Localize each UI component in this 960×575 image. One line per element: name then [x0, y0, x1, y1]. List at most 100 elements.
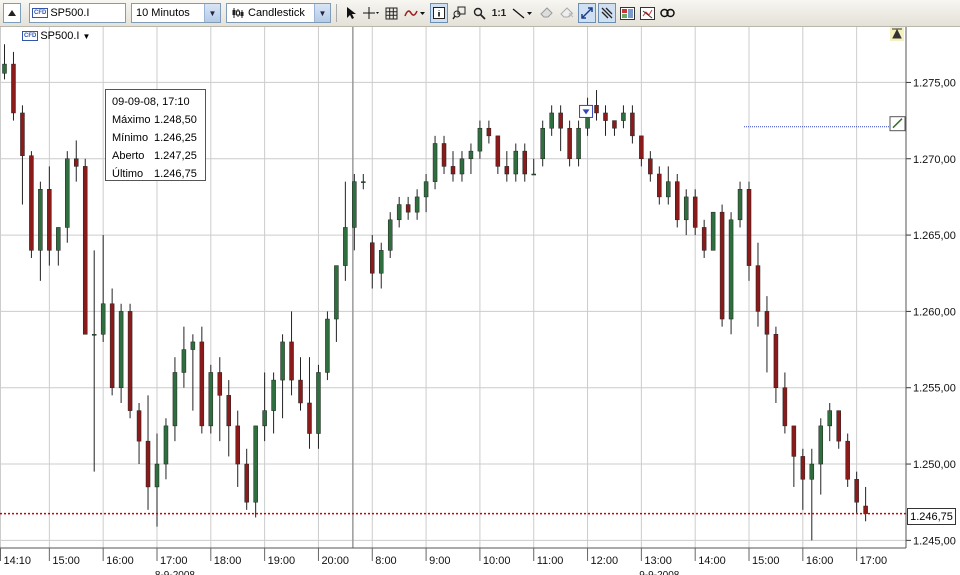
line-handle-icon	[892, 118, 903, 129]
candle-body	[378, 250, 384, 274]
info-icon	[433, 7, 445, 19]
grid-toggle-button[interactable]	[382, 3, 400, 23]
y-tick-label: 1.275,00	[913, 77, 956, 89]
candle-body	[91, 334, 97, 336]
instrument-symbol: SP500.I	[40, 30, 80, 42]
candle-body	[65, 158, 70, 228]
candle-body	[2, 63, 7, 74]
candle-body	[764, 311, 770, 335]
candle-body	[621, 112, 626, 121]
auto-scale-button[interactable]	[578, 3, 596, 23]
date-label: 9-9-2008	[639, 570, 679, 575]
info-row-open: Aberto 1.247,25	[112, 147, 199, 165]
candle-body	[755, 265, 761, 312]
candle-body	[109, 303, 115, 388]
y-tick-label: 1.245,00	[913, 535, 956, 547]
candle-body	[459, 158, 465, 175]
candle-body	[845, 440, 850, 480]
candle-body	[370, 242, 375, 274]
candle-body	[56, 227, 61, 251]
info-label: Máximo	[112, 114, 151, 126]
chart-type-label: Candlestick	[248, 6, 305, 19]
candle-body	[773, 334, 779, 388]
chart-type-select[interactable]: Candlestick ▼	[226, 3, 331, 23]
one-to-one-button[interactable]: 1:1	[491, 7, 507, 19]
candle-body	[334, 265, 339, 320]
candle-body	[603, 112, 608, 121]
candle-body	[630, 112, 635, 137]
pin-icon	[892, 28, 902, 39]
candle-body	[244, 463, 249, 503]
candle-body	[827, 410, 832, 427]
info-row-low: Mínimo 1.246,25	[112, 129, 199, 147]
x-tick-label: 17:00	[860, 555, 888, 567]
link-icon	[659, 8, 675, 18]
candle-body	[100, 303, 106, 335]
eraser-icon	[540, 7, 553, 18]
candle-body	[74, 158, 79, 167]
delete-drawing-icon	[560, 7, 574, 18]
delete-drawings-button[interactable]	[558, 3, 576, 23]
cfd-badge: CFD	[32, 8, 49, 18]
candle-body	[352, 181, 357, 228]
expand-diagonal-icon	[581, 7, 593, 19]
symbol-value: SP500.I	[50, 7, 90, 19]
candle-body	[486, 127, 492, 137]
zoom-area-button[interactable]	[450, 3, 468, 23]
candle-body	[639, 135, 644, 160]
candle-body	[495, 135, 501, 167]
chevron-down-icon: ▼	[204, 4, 220, 22]
candle-body	[47, 189, 52, 251]
collapse-toolbar-button[interactable]	[3, 3, 21, 23]
toolbar: CFD SP500.I 10 Minutos ▼ Candlestick ▼	[0, 0, 960, 27]
instrument-label[interactable]: CFD SP500.I ▼	[22, 30, 90, 42]
link-button[interactable]	[658, 3, 676, 23]
candle-body	[163, 425, 169, 465]
pattern-tool-button[interactable]	[598, 3, 616, 23]
pointer-tool-button[interactable]	[342, 3, 360, 23]
candle-body	[809, 463, 815, 480]
candle-body	[316, 372, 321, 434]
zoom-button[interactable]	[470, 3, 488, 23]
info-label: Último	[112, 168, 144, 180]
interval-select[interactable]: 10 Minutos ▼	[131, 3, 221, 23]
x-tick-label: 18:00	[214, 555, 242, 567]
x-tick-label: 14:10	[4, 555, 32, 567]
candle-body	[298, 379, 303, 404]
x-tick-label: 8:00	[375, 555, 396, 567]
candlestick-icon	[232, 8, 244, 19]
info-datetime: 09-09-08, 17:10	[112, 96, 190, 108]
bar-info-box: 09-09-08, 17:10 Máximo 1.248,50 Mínimo 1.2…	[105, 89, 206, 181]
candle-body	[38, 189, 43, 251]
candle-body	[450, 166, 456, 175]
template-button[interactable]	[638, 3, 656, 23]
candle-body	[576, 127, 581, 159]
line-tool-button[interactable]	[510, 3, 536, 23]
properties-button[interactable]	[618, 3, 636, 23]
candle-body	[737, 189, 743, 221]
candle-body	[432, 143, 438, 182]
info-value: 1.248,50	[154, 114, 197, 126]
date-label: 8-9-2008	[155, 570, 195, 575]
candle-body	[253, 425, 258, 503]
info-label: Mínimo	[112, 132, 149, 144]
interval-value: 10 Minutos	[136, 7, 190, 19]
x-tick-label: 17:00	[160, 555, 188, 567]
info-toggle-button[interactable]	[430, 3, 448, 23]
candle-body	[540, 127, 545, 159]
candle-body	[854, 479, 859, 503]
indicators-button[interactable]	[402, 3, 428, 23]
info-value: 1.246,25	[154, 132, 197, 144]
eraser-button[interactable]	[538, 3, 556, 23]
crosshair-tool-button[interactable]	[362, 3, 380, 23]
candle-body	[387, 219, 393, 251]
properties-icon	[619, 6, 635, 20]
symbol-input[interactable]: CFD SP500.I	[29, 3, 126, 23]
candle-body	[648, 158, 653, 175]
candle-body	[710, 211, 716, 251]
x-tick-label: 11:00	[537, 555, 564, 567]
candle-body	[746, 189, 752, 266]
candle-body	[289, 341, 294, 381]
candle-body	[800, 456, 806, 480]
x-tick-label: 13:00	[644, 555, 672, 567]
